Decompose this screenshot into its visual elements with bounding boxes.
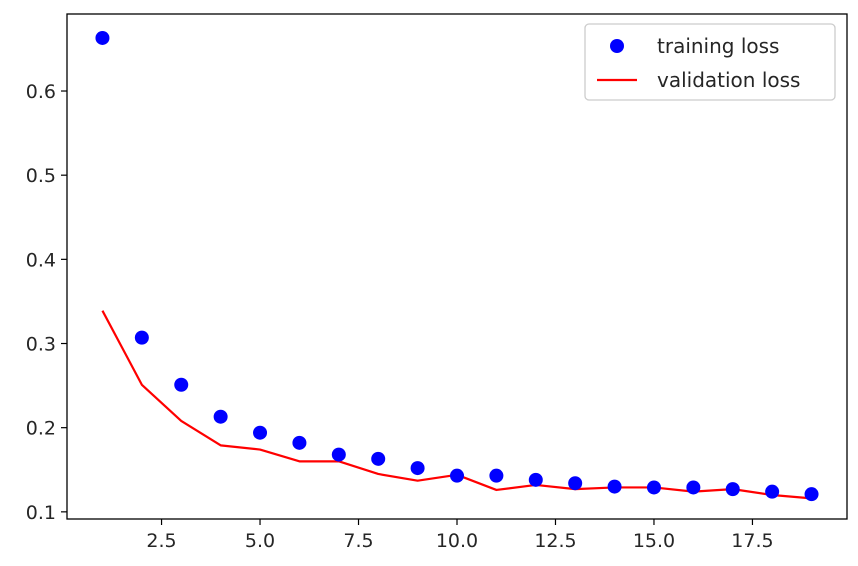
training-loss-point	[646, 480, 661, 495]
x-tick-label: 17.5	[731, 530, 773, 552]
y-tick-label: 0.1	[26, 502, 56, 524]
y-tick-label: 0.2	[26, 418, 56, 440]
training-loss-point	[371, 451, 386, 466]
y-tick-label: 0.3	[26, 334, 56, 356]
x-tick-label: 15.0	[633, 530, 675, 552]
legend-label-training: training loss	[657, 34, 779, 58]
legend-box	[584, 23, 836, 101]
training-loss-point	[804, 487, 819, 502]
training-loss-point	[725, 482, 740, 497]
training-loss-point	[134, 330, 149, 345]
training-loss-point	[528, 472, 543, 487]
training-loss-point	[489, 468, 504, 483]
plot-frame	[66, 13, 848, 520]
y-axis: 0.1 0.2 0.3 0.4 0.5 0.6	[26, 81, 67, 524]
training-loss-point	[213, 409, 228, 424]
training-loss-point	[450, 468, 464, 483]
training-loss-point	[174, 377, 189, 392]
legend-label-validation: validation loss	[657, 68, 800, 92]
x-tick-label: 7.5	[343, 530, 373, 552]
x-axis: 2.5 5.0 7.5 10.0 12.5 15.0 17.5	[146, 519, 774, 552]
legend: training loss validation loss	[584, 23, 836, 101]
x-tick-label: 5.0	[245, 530, 275, 552]
y-tick-label: 0.5	[26, 165, 56, 187]
training-loss-point	[568, 476, 583, 491]
x-tick-label: 10.0	[436, 530, 478, 552]
training-loss-point	[410, 461, 425, 476]
y-tick-label: 0.4	[26, 249, 56, 271]
x-tick-label: 12.5	[534, 530, 576, 552]
legend-marker-training	[610, 39, 624, 53]
y-tick-label: 0.6	[26, 81, 56, 103]
x-tick-label: 2.5	[146, 530, 176, 552]
training-loss-point	[686, 480, 701, 495]
series-layer	[95, 30, 819, 502]
training-loss-point	[95, 30, 110, 45]
training-loss-point	[292, 435, 307, 450]
training-loss-point	[765, 484, 780, 499]
training-loss-point	[607, 479, 622, 494]
training-loss-point	[331, 447, 346, 462]
training-loss-point	[253, 425, 268, 440]
